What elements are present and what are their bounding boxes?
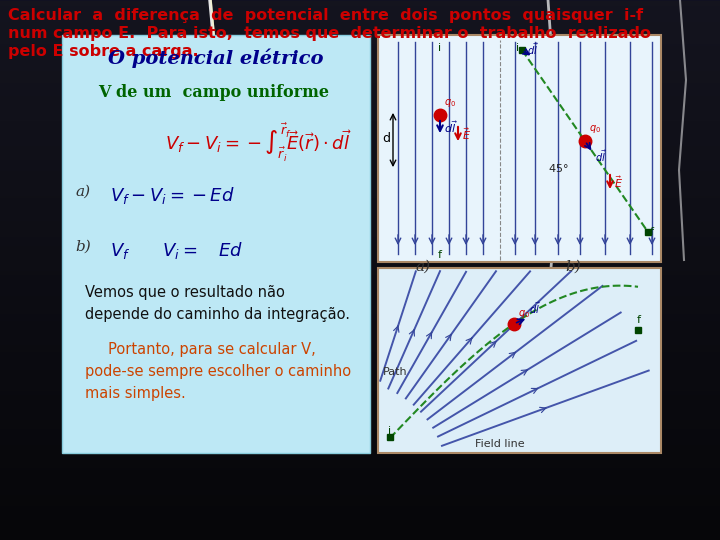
Text: pelo E sobre a carga.: pelo E sobre a carga. xyxy=(8,44,199,59)
Text: $q_0$: $q_0$ xyxy=(444,97,456,109)
Text: i: i xyxy=(516,43,520,53)
Text: d: d xyxy=(382,132,390,145)
Text: Portanto, para se calcular V,
pode-se sempre escolher o caminho
mais simples.: Portanto, para se calcular V, pode-se se… xyxy=(85,342,351,401)
Text: num campo E.  Para isto,  temos que  determinar o  trabalho  realizado: num campo E. Para isto, temos que determ… xyxy=(8,26,651,41)
Text: O potencial elétrico: O potencial elétrico xyxy=(108,49,324,69)
Text: $d\vec{l}$: $d\vec{l}$ xyxy=(444,119,458,135)
Text: $\vec{E}$: $\vec{E}$ xyxy=(614,174,623,190)
Text: $d\vec{l}$: $d\vec{l}$ xyxy=(529,300,541,316)
Text: i: i xyxy=(388,426,391,436)
FancyBboxPatch shape xyxy=(62,35,370,453)
Text: f: f xyxy=(438,250,442,260)
Text: b): b) xyxy=(565,260,581,274)
Text: $d\vec{l}$: $d\vec{l}$ xyxy=(595,149,607,164)
Text: f: f xyxy=(637,315,641,325)
Text: Calcular  a  diferença  de  potencial  entre  dois  pontos  quaisquer  i-f: Calcular a diferença de potencial entre … xyxy=(8,8,643,23)
Text: $\vec{E}$: $\vec{E}$ xyxy=(462,126,471,142)
Text: $d\vec{l}$: $d\vec{l}$ xyxy=(527,42,539,57)
Text: b): b) xyxy=(75,240,91,254)
Text: $V_f - V_i = -Ed$: $V_f - V_i = -Ed$ xyxy=(110,185,235,206)
Text: $45°$: $45°$ xyxy=(548,162,569,174)
FancyBboxPatch shape xyxy=(378,35,661,262)
Text: Field line: Field line xyxy=(475,439,525,449)
FancyBboxPatch shape xyxy=(378,268,661,453)
Text: a): a) xyxy=(415,260,430,274)
Text: $q_0$: $q_0$ xyxy=(518,308,530,320)
Text: $V_f \qquad V_i = \quad Ed$: $V_f \qquad V_i = \quad Ed$ xyxy=(110,240,243,261)
Text: i: i xyxy=(438,43,441,53)
Text: Path: Path xyxy=(383,367,408,377)
Text: f: f xyxy=(650,227,654,237)
Text: V de um  campo uniforme: V de um campo uniforme xyxy=(98,84,329,101)
Text: $q_0$: $q_0$ xyxy=(589,123,601,135)
Text: Vemos que o resultado não
depende do caminho da integração.: Vemos que o resultado não depende do cam… xyxy=(85,285,350,322)
Text: a): a) xyxy=(75,185,90,199)
Text: $V_f - V_i = -\int_{\vec{r}_i}^{\vec{r}_f} \!\vec{E}(\vec{r})\cdot d\vec{l}$: $V_f - V_i = -\int_{\vec{r}_i}^{\vec{r}_… xyxy=(165,122,353,164)
